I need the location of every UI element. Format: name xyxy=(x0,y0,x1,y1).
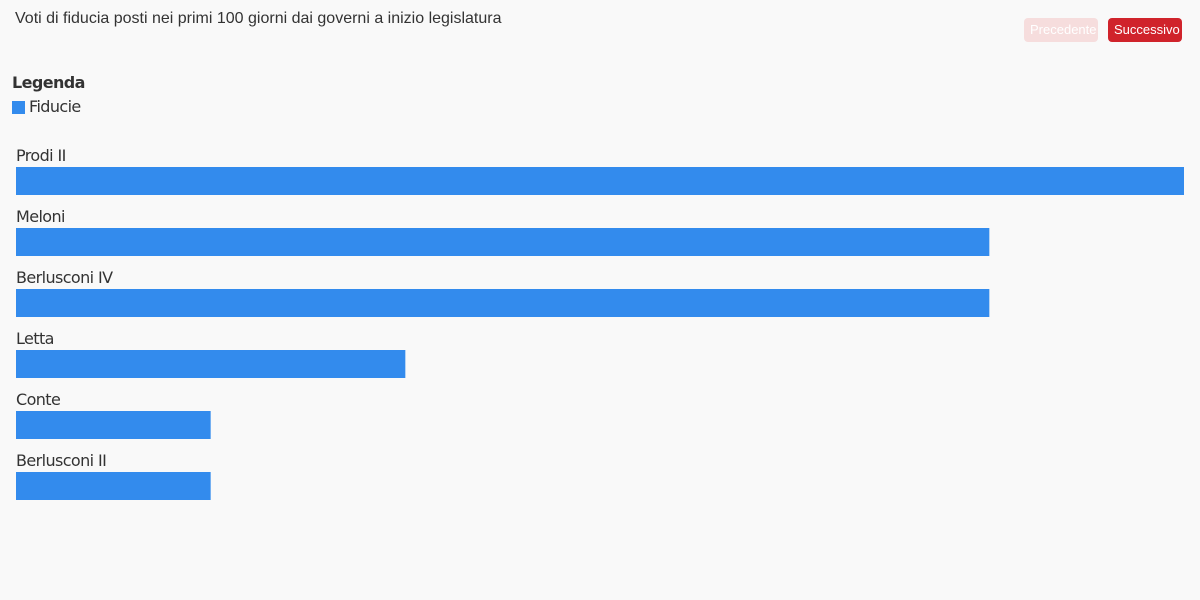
category-label-prodi-ii: Prodi II xyxy=(16,146,66,165)
bar-letta[interactable] xyxy=(16,350,406,378)
bar-prodi-ii[interactable] xyxy=(16,167,1184,195)
legend-label: Fiducie xyxy=(29,97,81,116)
chart-title: Voti di fiducia posti nei primi 100 gior… xyxy=(15,10,502,27)
bar-conte[interactable] xyxy=(16,411,211,439)
category-label-letta: Letta xyxy=(16,329,54,348)
category-label-meloni: Meloni xyxy=(16,207,65,226)
legend-title: Legenda xyxy=(12,73,85,92)
category-label-conte: Conte xyxy=(16,390,60,409)
category-label-berlusconi-iv: Berlusconi IV xyxy=(16,268,113,287)
legend-swatch xyxy=(12,100,25,114)
previous-button[interactable]: Precedente xyxy=(1024,18,1098,42)
legend-item-fiducie: Fiducie xyxy=(12,96,85,118)
legend: Legenda Fiducie xyxy=(12,72,85,118)
category-label-berlusconi-ii: Berlusconi II xyxy=(16,451,106,470)
bar-berlusconi-iv[interactable] xyxy=(16,289,990,317)
bar-meloni[interactable] xyxy=(16,228,990,256)
next-button[interactable]: Successivo xyxy=(1108,18,1182,42)
bar-berlusconi-ii[interactable] xyxy=(16,472,211,500)
